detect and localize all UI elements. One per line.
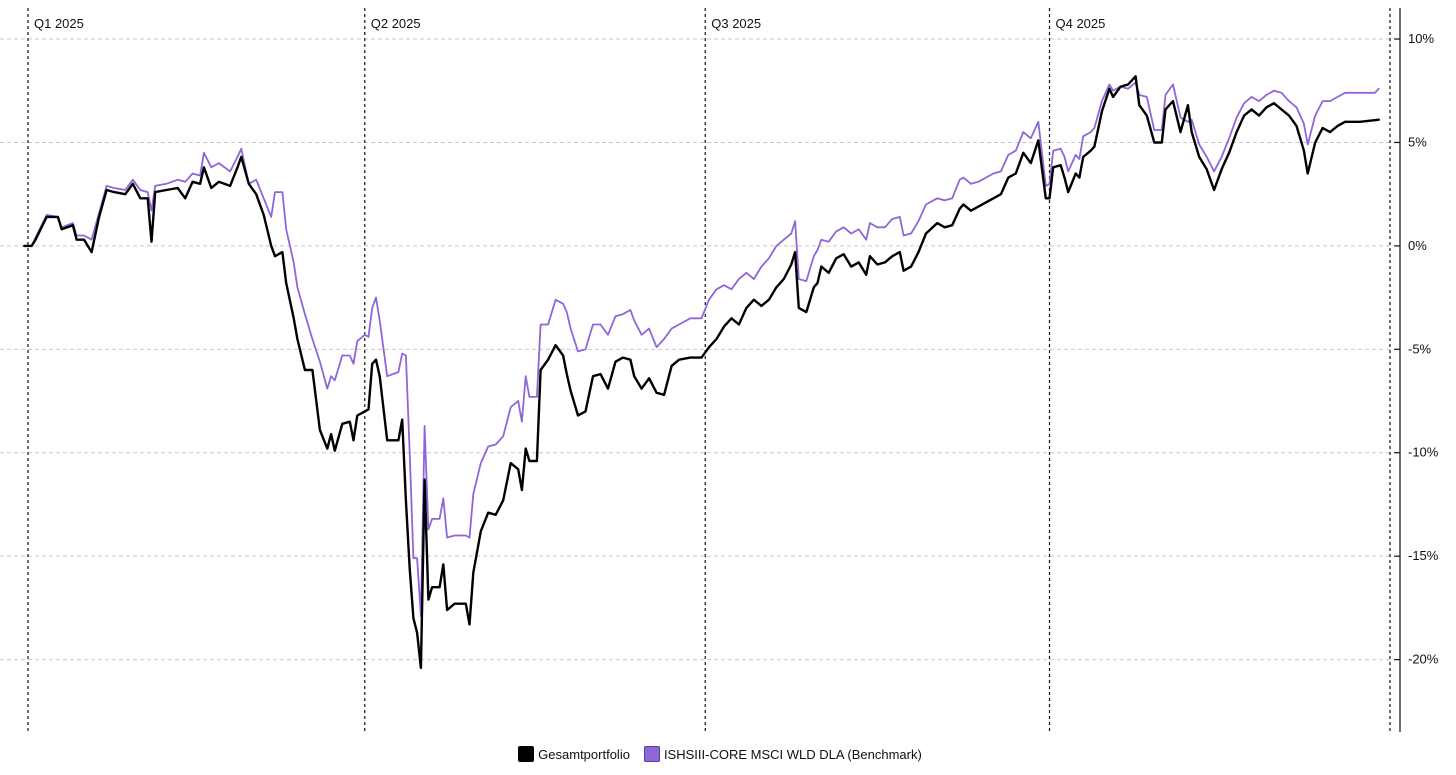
y-tick-label: 10% — [1408, 31, 1434, 46]
quarter-markers: Q1 2025 Q2 2025 Q3 2025 Q4 2025 — [27, 8, 1391, 732]
legend-item-benchmark[interactable]: ISHSIII-CORE MSCI WLD DLA (Benchmark) — [643, 746, 922, 762]
quarter-label: Q2 2025 — [371, 16, 421, 31]
legend-label-benchmark: ISHSIII-CORE MSCI WLD DLA (Benchmark) — [663, 746, 922, 762]
y-axis: 10% 5% 0% -5% -10% -15% -20% — [1394, 8, 1439, 732]
y-tick-label: 5% — [1408, 134, 1427, 149]
y-tick-label: -10% — [1408, 445, 1439, 460]
y-tick-label: 0% — [1408, 238, 1427, 253]
legend-swatch-portfolio — [518, 746, 535, 762]
legend-item-portfolio[interactable]: Gesamtportfolio — [518, 746, 630, 762]
quarter-label: Q3 2025 — [711, 16, 761, 31]
y-tick-label: -5% — [1408, 341, 1432, 356]
gridlines — [0, 38, 1390, 661]
series-line-portfolio — [23, 75, 1380, 670]
quarter-label: Q1 2025 — [34, 16, 84, 31]
legend-swatch-benchmark — [643, 746, 660, 762]
legend-label-portfolio: Gesamtportfolio — [538, 746, 630, 762]
series-line-benchmark — [23, 81, 1380, 618]
y-tick-label: -15% — [1408, 548, 1439, 563]
series-lines — [23, 75, 1380, 670]
quarter-label: Q4 2025 — [1056, 16, 1106, 31]
legend: Gesamtportfolio ISHSIII-CORE MSCI WLD DL… — [0, 746, 1440, 762]
y-tick-label: -20% — [1408, 652, 1439, 667]
